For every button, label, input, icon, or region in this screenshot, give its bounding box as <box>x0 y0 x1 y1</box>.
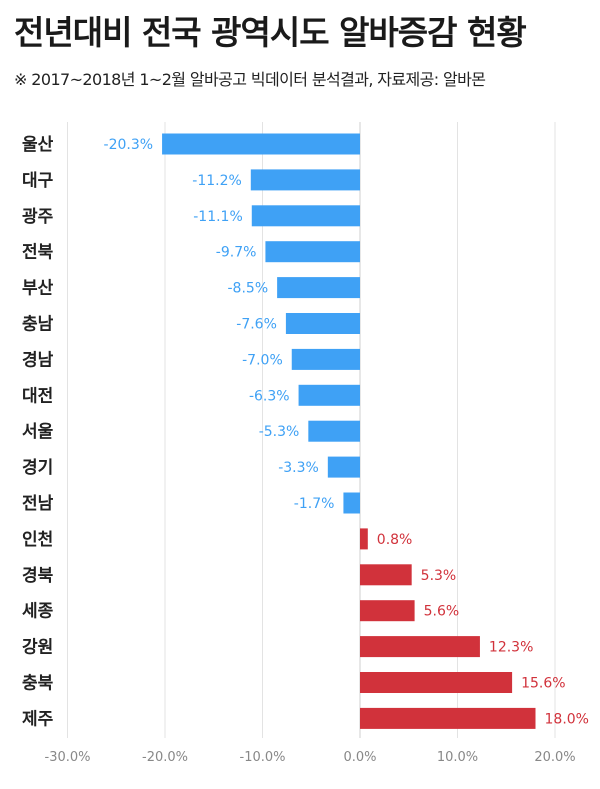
value-label: -3.3% <box>278 460 319 476</box>
bar <box>360 528 368 550</box>
bar <box>308 420 360 442</box>
value-label: -9.7% <box>216 245 257 261</box>
category-label: 충북 <box>22 674 54 694</box>
bar <box>298 384 360 406</box>
value-label: -20.3% <box>104 137 154 153</box>
value-label: -11.1% <box>193 209 243 225</box>
category-label: 경남 <box>22 350 54 370</box>
bar <box>250 169 360 191</box>
category-label: 대전 <box>22 386 53 406</box>
value-label: -6.3% <box>249 388 290 404</box>
bar <box>265 241 360 263</box>
category-label: 서울 <box>22 422 54 442</box>
value-label: 5.6% <box>424 604 460 620</box>
value-label: 12.3% <box>489 640 533 656</box>
category-label: 세종 <box>22 602 54 622</box>
value-label: 5.3% <box>421 568 457 584</box>
value-label: 18.0% <box>545 711 589 727</box>
x-tick-label: -20.0% <box>142 750 188 765</box>
value-label: -7.6% <box>236 317 277 333</box>
category-label: 전북 <box>22 243 54 263</box>
bar <box>291 348 360 370</box>
x-tick-label: 10.0% <box>437 750 478 765</box>
category-label: 부산 <box>22 279 54 299</box>
category-label: 인천 <box>22 530 53 550</box>
value-label: -7.0% <box>242 352 283 368</box>
category-label: 강원 <box>22 638 53 658</box>
x-tick-label: 20.0% <box>534 750 575 765</box>
value-label: 15.6% <box>521 676 565 692</box>
category-label: 경북 <box>22 566 54 586</box>
category-label: 전남 <box>22 494 54 514</box>
bar <box>360 600 415 622</box>
x-tick-label: -30.0% <box>45 750 91 765</box>
bar <box>360 564 412 586</box>
category-label: 제주 <box>22 709 54 729</box>
bar <box>360 636 480 658</box>
bar <box>360 672 513 693</box>
category-label: 충남 <box>22 315 54 335</box>
bar <box>327 456 360 478</box>
bar <box>251 205 360 227</box>
bar <box>343 492 360 514</box>
bar <box>277 277 360 299</box>
bar <box>162 133 360 155</box>
chart-subtitle: ※ 2017~2018년 1~2월 알바공고 빅데이터 분석결과, 자료제공: … <box>14 70 486 89</box>
bar <box>285 313 360 334</box>
value-label: -5.3% <box>259 424 300 440</box>
bar <box>360 707 536 729</box>
x-tick-label: -10.0% <box>240 750 286 765</box>
value-label: 0.8% <box>377 532 413 548</box>
category-label: 울산 <box>22 135 54 155</box>
category-label: 경기 <box>22 458 53 478</box>
value-label: -11.2% <box>192 173 242 189</box>
value-label: -8.5% <box>228 281 269 297</box>
x-tick-label: 0.0% <box>343 750 376 765</box>
value-label: -1.7% <box>294 496 335 512</box>
category-label: 광주 <box>22 207 54 227</box>
chart-title: 전년대비 전국 광역시도 알바증감 현황 <box>14 13 527 52</box>
category-label: 대구 <box>22 171 54 191</box>
